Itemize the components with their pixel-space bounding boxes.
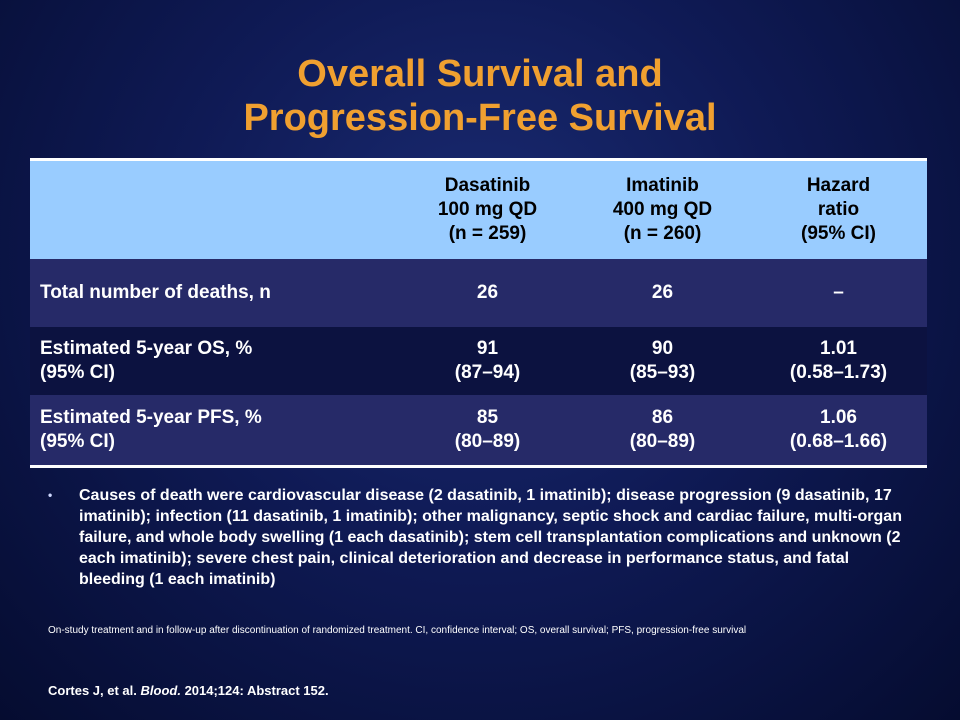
causes-of-death-bullet: • Causes of death were cardiovascular di… <box>48 485 908 590</box>
title-line-2: Progression-Free Survival <box>243 97 717 139</box>
header-empty-cell <box>30 159 400 259</box>
cell-dasatinib: 26 <box>400 259 575 327</box>
cell-dasatinib: 91 (87–94) <box>400 327 575 395</box>
row-label: Total number of deaths, n <box>30 259 400 327</box>
table-row-total-deaths: Total number of deaths, n 26 26 – <box>30 259 927 327</box>
table-row-os: Estimated 5-year OS, % (95% CI) 91 (87–9… <box>30 327 927 395</box>
cell-imatinib: 26 <box>575 259 750 327</box>
header-dasatinib: Dasatinib 100 mg QD (n = 259) <box>400 159 575 259</box>
table-header-row: Dasatinib 100 mg QD (n = 259) Imatinib 4… <box>30 159 927 259</box>
footnote: On-study treatment and in follow-up afte… <box>48 625 747 636</box>
bullet-text: Causes of death were cardiovascular dise… <box>79 487 902 588</box>
table-row-pfs: Estimated 5-year PFS, % (95% CI) 85 (80–… <box>30 395 927 467</box>
cell-imatinib: 86 (80–89) <box>575 395 750 467</box>
row-label: Estimated 5-year OS, % (95% CI) <box>30 327 400 395</box>
results-table: Dasatinib 100 mg QD (n = 259) Imatinib 4… <box>30 158 927 468</box>
citation-details: 2014;124: Abstract 152. <box>184 683 329 698</box>
citation-authors: Cortes J, et al. <box>48 683 137 698</box>
citation: Cortes J, et al. Blood. 2014;124: Abstra… <box>48 683 329 698</box>
row-label: Estimated 5-year PFS, % (95% CI) <box>30 395 400 467</box>
bullet-marker: • <box>48 488 53 502</box>
header-hazard-ratio: Hazard ratio (95% CI) <box>750 159 927 259</box>
cell-hazard-ratio: – <box>750 259 927 327</box>
title-line-1: Overall Survival and <box>297 53 663 95</box>
cell-imatinib: 90 (85–93) <box>575 327 750 395</box>
slide-title: Overall Survival and Progression-Free Su… <box>0 52 960 140</box>
cell-hazard-ratio: 1.01 (0.58–1.73) <box>750 327 927 395</box>
cell-dasatinib: 85 (80–89) <box>400 395 575 467</box>
cell-hazard-ratio: 1.06 (0.68–1.66) <box>750 395 927 467</box>
header-imatinib: Imatinib 400 mg QD (n = 260) <box>575 159 750 259</box>
citation-journal: Blood. <box>140 683 181 698</box>
